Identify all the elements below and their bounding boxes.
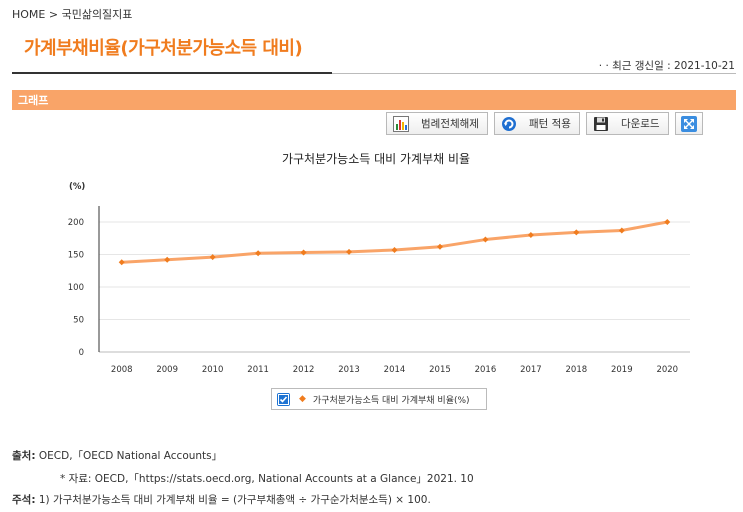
x-tick-label: 2018 — [566, 365, 588, 375]
download-label: 다운로드 — [620, 118, 660, 130]
x-tick-label: 2020 — [656, 365, 678, 375]
chart-legend[interactable]: ◆ 가구처분가능소득 대비 가계부채 비율(%) — [271, 388, 487, 410]
pattern-apply-label: 패턴 적용 — [528, 118, 571, 130]
chart-title: 가구처분가능소득 대비 가계부채 비율 — [282, 152, 470, 166]
data-point[interactable] — [209, 254, 216, 261]
x-tick-label: 2014 — [384, 365, 406, 375]
page-title: 가계부채비율(가구처분가능소득 대비) — [24, 38, 303, 59]
title-underline — [12, 72, 332, 74]
y-tick-label: 150 — [68, 251, 84, 261]
data-point[interactable] — [391, 246, 398, 253]
line-chart: 가구처분가능소득 대비 가계부채 비율 (%) 0 50 100 150 200 200… — [68, 152, 690, 375]
checkbox-icon[interactable] — [277, 392, 290, 406]
y-tick-label: 50 — [73, 316, 84, 326]
x-tick-label: 2015 — [429, 365, 451, 375]
x-tick-label: 2010 — [202, 365, 224, 375]
x-tick-label: 2011 — [247, 365, 269, 375]
x-tick-label: 2017 — [520, 365, 542, 375]
floppy-disk-icon — [593, 116, 609, 132]
data-point[interactable] — [664, 219, 671, 225]
x-tick-label: 2013 — [338, 365, 360, 375]
refresh-icon — [501, 116, 517, 132]
note-text: 1) 가구처분가능소득 대비 가계부채 비율 = (가구부채총액 ÷ 가구순가처… — [38, 494, 431, 506]
expand-icon — [680, 115, 697, 132]
bar-chart-icon — [393, 115, 409, 132]
x-tick-label: 2012 — [293, 365, 315, 375]
legend-toggle-button[interactable]: 범례전체해제 — [386, 112, 488, 135]
data-point[interactable] — [618, 227, 625, 234]
legend-toggle-label: 범례전체해제 — [421, 118, 479, 130]
data-point[interactable] — [527, 232, 534, 238]
title-rule — [12, 73, 736, 74]
data-point[interactable] — [482, 236, 489, 243]
legend-series-label: 가구처분가능소득 대비 가계부채 비율(%) — [312, 395, 470, 406]
note-label: 주석: — [12, 494, 36, 506]
y-tick-label: 200 — [68, 218, 84, 228]
section-header: 그래프 — [12, 90, 736, 110]
y-tick-label: 0 — [79, 348, 84, 358]
download-button[interactable]: 다운로드 — [585, 112, 669, 135]
diamond-marker-icon: ◆ — [299, 394, 306, 404]
pattern-apply-button[interactable]: 패턴 적용 — [493, 112, 580, 135]
data-source-note: * 자료: OECD,「https://stats.oecd.org, Nati… — [60, 473, 474, 485]
section-title: 그래프 — [18, 94, 49, 107]
data-point[interactable] — [346, 248, 353, 255]
fullscreen-button[interactable] — [674, 112, 703, 135]
x-tick-label: 2016 — [475, 365, 497, 375]
source-text: OECD,「OECD National Accounts」 — [38, 450, 223, 462]
update-date: · · 최근 갱신일 : 2021-10-21 — [598, 60, 735, 72]
data-point[interactable] — [436, 243, 443, 250]
breadcrumb: HOME > 국민삶의질지표 — [12, 8, 133, 21]
footnote: 주석: 1) 가구처분가능소득 대비 가계부채 비율 = (가구부채총액 ÷ 가… — [12, 492, 431, 507]
chart-toolbar: 범례전체해제 패턴 적용 다운로드 — [386, 112, 703, 135]
data-point[interactable] — [118, 259, 125, 266]
data-point[interactable] — [164, 256, 171, 263]
y-tick-label: 100 — [68, 283, 84, 293]
series-line — [121, 220, 668, 264]
data-point[interactable] — [300, 249, 307, 256]
data-point[interactable] — [255, 250, 262, 257]
y-axis-label: (%) — [69, 182, 85, 192]
x-tick-label: 2019 — [611, 365, 633, 375]
data-point[interactable] — [573, 229, 580, 236]
source-note: 출처: OECD,「OECD National Accounts」 — [12, 448, 222, 463]
x-tick-label: 2008 — [111, 365, 133, 375]
x-tick-label: 2009 — [156, 365, 178, 375]
source-label: 출처: — [12, 450, 36, 462]
